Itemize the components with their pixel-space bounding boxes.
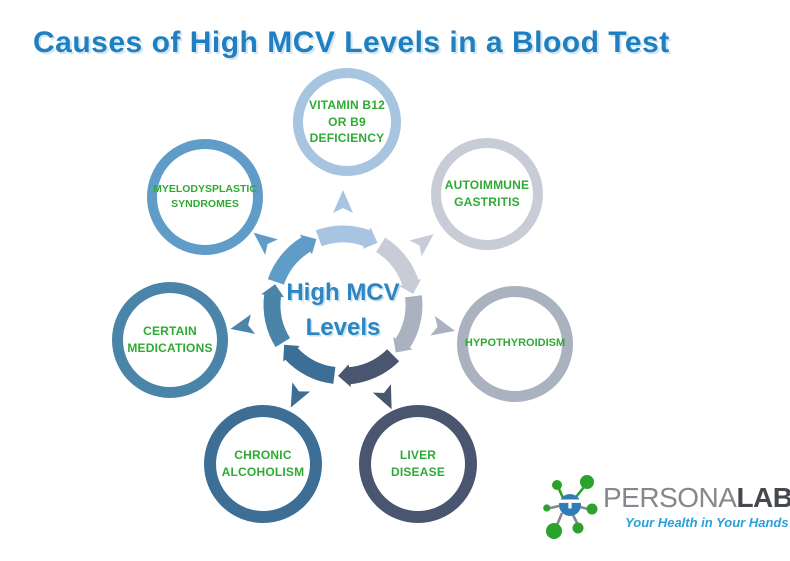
ring-arrowhead-chronic-alcoholism <box>283 344 300 362</box>
personalabs-tagline: Your Health in Your Hands <box>625 515 789 530</box>
personalabs-logo-text: PERSONALABS Your Health in Your Hands <box>603 484 790 531</box>
cause-label: CERTAIN MEDICATIONS <box>127 324 213 355</box>
personalabs-logo: PERSONALABS Your Health in Your Hands <box>543 472 790 546</box>
ring-segment-vitamin-b12-or-b9-deficiency <box>315 225 371 247</box>
molecule-green-nodes <box>543 475 598 539</box>
outward-arrow-vitamin-b12-or-b9-deficiency <box>333 190 353 213</box>
cause-label: MYELODYSPLASTIC SYNDROMES <box>153 183 257 210</box>
cause-circle-myelodysplastic-syndromes: MYELODYSPLASTIC SYNDROMES <box>147 139 263 255</box>
page-title: Causes of High MCV Levels in a Blood Tes… <box>33 26 670 60</box>
outward-arrow-chronic-alcoholism <box>290 382 311 408</box>
ring-segment-liver-disease <box>348 348 400 385</box>
personalabs-wordmark: PERSONALABS <box>603 484 790 512</box>
ring-arrowhead-vitamin-b12-or-b9-deficiency <box>362 227 378 249</box>
hub-center-line1: High MCV <box>286 279 400 306</box>
cause-label: VITAMIN B12 OR B9 DEFICIENCY <box>309 97 385 146</box>
cause-circle-liver-disease: LIVER DISEASE <box>359 405 477 523</box>
cause-circle-autoimmune-gastritis: AUTOIMMUNE GASTRITIS <box>431 138 543 250</box>
outward-arrow-autoimmune-gastritis <box>409 234 434 257</box>
cause-circle-certain-medications: CERTAIN MEDICATIONS <box>112 282 228 398</box>
cause-circle-hypothyroidism: HYPOTHYROIDISM <box>457 286 573 402</box>
hub-center-line2: Levels <box>305 313 381 341</box>
cause-label: LIVER DISEASE <box>390 448 446 479</box>
ring-segment-chronic-alcoholism <box>284 347 336 384</box>
cause-label: CHRONIC ALCOHOLISM <box>221 448 305 479</box>
cause-circle-vitamin-b12-or-b9-deficiency: VITAMIN B12 OR B9 DEFICIENCY <box>293 68 401 176</box>
brand-persona: PERSONA <box>603 482 737 513</box>
cause-label: HYPOTHYROIDISM <box>464 337 566 350</box>
ring-arrowhead-liver-disease <box>338 364 351 388</box>
brand-labs: LABS <box>736 482 790 513</box>
hub-center-label: High MCV Levels <box>243 276 443 346</box>
ring-arrowhead-myelodysplastic-syndromes <box>299 234 317 255</box>
cause-circle-chronic-alcoholism: CHRONIC ALCOHOLISM <box>204 405 322 523</box>
molecule-spokes-green <box>557 486 586 499</box>
cause-label: AUTOIMMUNE GASTRITIS <box>444 178 530 209</box>
personalabs-molecule-icon <box>543 475 598 539</box>
